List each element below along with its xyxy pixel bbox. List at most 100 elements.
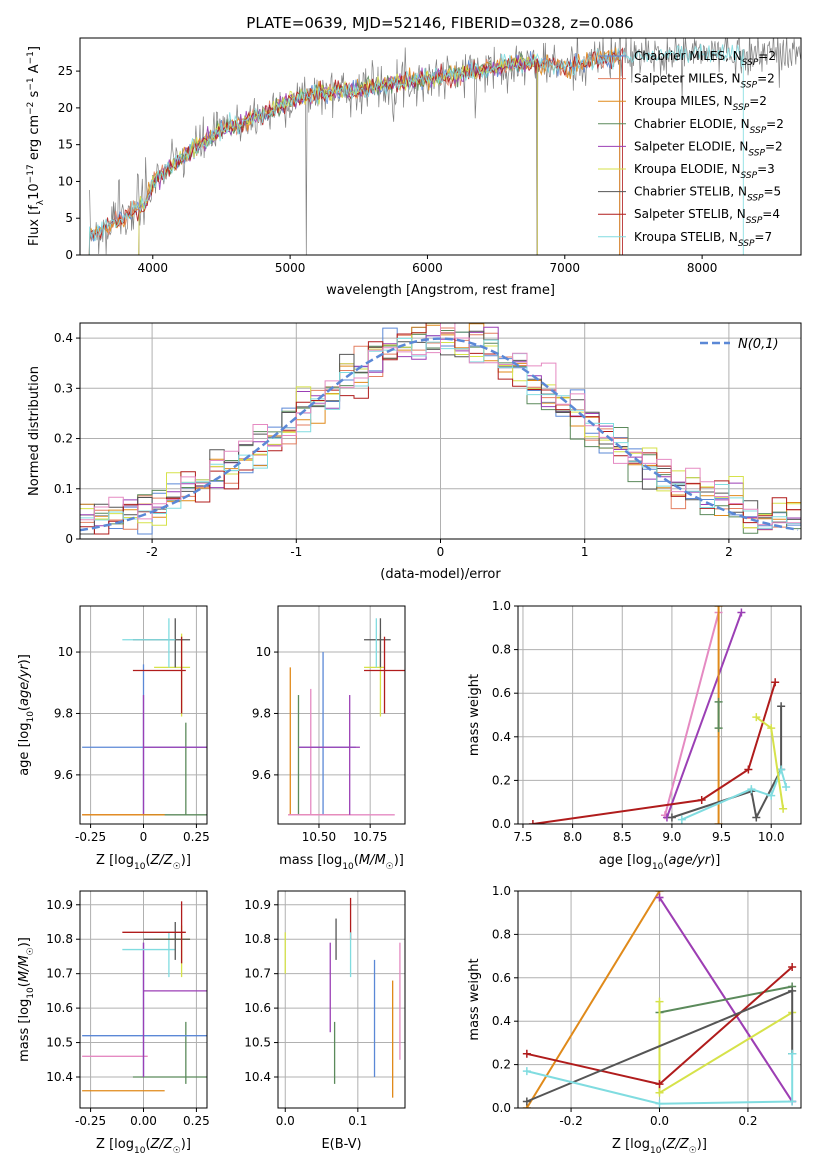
x-axis-label: wavelength [Angstrom, rest frame] bbox=[326, 283, 555, 298]
axes-frame bbox=[79, 322, 802, 540]
label-part: −17 bbox=[26, 164, 36, 183]
label-part: Kroupa MILES, N bbox=[634, 94, 733, 108]
label-part: SSP bbox=[741, 171, 758, 181]
y-tick-label: 20 bbox=[58, 101, 73, 115]
label-part: )] bbox=[181, 1137, 191, 1152]
residual-histogram bbox=[80, 323, 801, 526]
label-part: )] bbox=[394, 853, 404, 868]
y-tick-label: 0.8 bbox=[492, 927, 511, 941]
y-tick-label: 9.8 bbox=[252, 706, 271, 720]
label-part: 10 bbox=[652, 862, 664, 872]
weight-marker bbox=[744, 765, 753, 774]
label-part: ( bbox=[663, 853, 668, 868]
label-part: mass [log bbox=[279, 853, 342, 868]
model-spectrum bbox=[88, 50, 621, 255]
y-tick-label: 10 bbox=[256, 645, 271, 659]
x-axis-label: age [log10(age/yr)] bbox=[599, 853, 721, 872]
weight-line bbox=[665, 612, 743, 818]
y-tick-label: 5 bbox=[65, 211, 73, 225]
weight-marker bbox=[655, 1099, 664, 1108]
label-part: −1 bbox=[26, 51, 36, 64]
label-part: 10 bbox=[342, 862, 354, 872]
label-part: age/yr bbox=[17, 663, 32, 706]
weight-marker bbox=[777, 702, 786, 711]
label-part: )] bbox=[17, 654, 32, 664]
plot-area bbox=[80, 891, 207, 1108]
label-part: 10 bbox=[134, 1146, 146, 1156]
label-part: Z [log bbox=[96, 853, 134, 868]
weight-marker bbox=[752, 813, 761, 822]
x-tick-label: 10.50 bbox=[302, 830, 336, 844]
residual-histogram bbox=[80, 323, 801, 535]
x-tick-label: 0.0 bbox=[276, 1114, 295, 1128]
label-part: mass [log bbox=[17, 999, 32, 1062]
x-tick-label: 0 bbox=[437, 545, 445, 559]
label-part: ( bbox=[661, 1137, 666, 1152]
label-part: =3 bbox=[757, 162, 775, 176]
x-tick-label: 2 bbox=[725, 545, 733, 559]
label-part: =2 bbox=[766, 117, 784, 131]
axes-frame bbox=[277, 890, 406, 1109]
weight-line bbox=[658, 1001, 793, 1095]
x-tick-label: 0.25 bbox=[183, 830, 210, 844]
axes-frame bbox=[79, 890, 208, 1109]
y-tick-label: 0.0 bbox=[492, 1101, 511, 1115]
model-spectrum bbox=[88, 47, 623, 255]
label-part: 10 bbox=[26, 711, 36, 723]
weight-vs-metallicity-plot: -0.2 0.0 0.2 0.0 0.2 0.4 0.6 0.8 1.0 Z [log10(Z/Z… bbox=[467, 884, 802, 1156]
label-part: =5 bbox=[764, 185, 782, 199]
y-tick-label: 0.2 bbox=[492, 773, 511, 787]
residuals-plot: -2 -1 0 1 2 0 0.1 0.2 0.3 0.4 N(0,1) (data-model)/e… bbox=[27, 322, 802, 582]
label-part: age [log bbox=[17, 723, 32, 776]
label-part: SSP bbox=[748, 148, 765, 158]
x-tick-label: 4000 bbox=[138, 261, 169, 275]
axes-frame bbox=[517, 605, 802, 825]
weight-marker bbox=[714, 724, 723, 733]
weight-marker bbox=[788, 962, 797, 971]
weight-marker bbox=[655, 1088, 664, 1097]
y-tick-label: 10.8 bbox=[46, 932, 73, 946]
label-part: −2 bbox=[26, 102, 36, 115]
label-part: M/M bbox=[17, 955, 32, 982]
label-part: Kroupa STELIB, N bbox=[634, 230, 738, 244]
label-part: M/M bbox=[359, 853, 386, 868]
x-axis-label: (data-model)/error bbox=[380, 567, 501, 582]
x-tick-label: 9.0 bbox=[662, 830, 681, 844]
weight-marker bbox=[677, 815, 686, 824]
x-tick-label: 5000 bbox=[275, 261, 306, 275]
label-part: )] bbox=[697, 1137, 707, 1152]
weight-marker bbox=[522, 1097, 531, 1106]
weight-marker bbox=[782, 782, 791, 791]
legend-entry: Salpeter ELODIE, NSSP=2 bbox=[634, 139, 783, 158]
label-part: Z/Z bbox=[150, 1137, 174, 1152]
plot-area bbox=[518, 891, 801, 1108]
legend-entry: N(0,1) bbox=[738, 337, 779, 352]
x-tick-label: 0.1 bbox=[348, 1114, 367, 1128]
label-part: Salpeter MILES, N bbox=[634, 72, 741, 86]
y-tick-label: 10.5 bbox=[46, 1036, 73, 1050]
label-part: )] bbox=[181, 853, 191, 868]
weight-marker bbox=[747, 785, 756, 794]
label-part: )] bbox=[710, 853, 720, 868]
y-tick-label: 10.5 bbox=[244, 1036, 271, 1050]
weight-vs-age-plot: 7.5 8.0 8.5 9.0 9.5 10.0 0.0 0.2 0.4 0.6 0.8 1.0 age… bbox=[467, 599, 802, 872]
figure-title: PLATE=0639, MJD=52146, FIBERID=0328, z=0… bbox=[246, 14, 633, 32]
label-part: =2 bbox=[749, 94, 767, 108]
label-part: A bbox=[27, 64, 42, 77]
legend-entry: Chabrier MILES, NSSP=2 bbox=[634, 49, 776, 68]
y-tick-label: 15 bbox=[58, 138, 73, 152]
plot-area bbox=[278, 891, 405, 1108]
x-tick-label: -1 bbox=[290, 545, 302, 559]
y-axis-label: mass weight bbox=[467, 958, 482, 1040]
weight-marker bbox=[697, 796, 706, 805]
y-tick-label: 25 bbox=[58, 64, 73, 78]
label-part: Chabrier MILES, N bbox=[634, 49, 742, 63]
weight-marker bbox=[522, 1049, 531, 1058]
y-tick-label: 0.4 bbox=[492, 1014, 511, 1028]
weight-marker bbox=[714, 820, 723, 824]
y-tick-label: 10.9 bbox=[46, 898, 73, 912]
label-part: SSP bbox=[750, 126, 767, 136]
y-tick-label: 0.0 bbox=[492, 817, 511, 831]
spectrum-plot: 4000 5000 6000 7000 8000 0 5 10 15 20 25 Chabrier M… bbox=[26, 37, 802, 298]
